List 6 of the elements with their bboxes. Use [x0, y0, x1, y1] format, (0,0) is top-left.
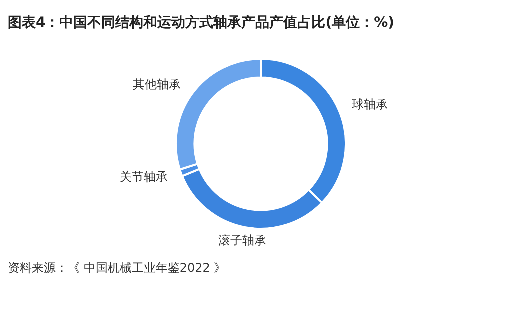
chart-title: 图表4：中国不同结构和运动方式轴承产品产值占比(单位：%)	[8, 14, 396, 32]
text: 资料来源：《 中国机械工业年鉴2022 》	[8, 260, 228, 277]
slice-label: 其他轴承	[133, 78, 182, 92]
slice-label: 关节轴承	[120, 170, 168, 184]
slice-label: 滚子轴承	[218, 233, 266, 248]
slice-label: 球轴承	[352, 97, 388, 112]
